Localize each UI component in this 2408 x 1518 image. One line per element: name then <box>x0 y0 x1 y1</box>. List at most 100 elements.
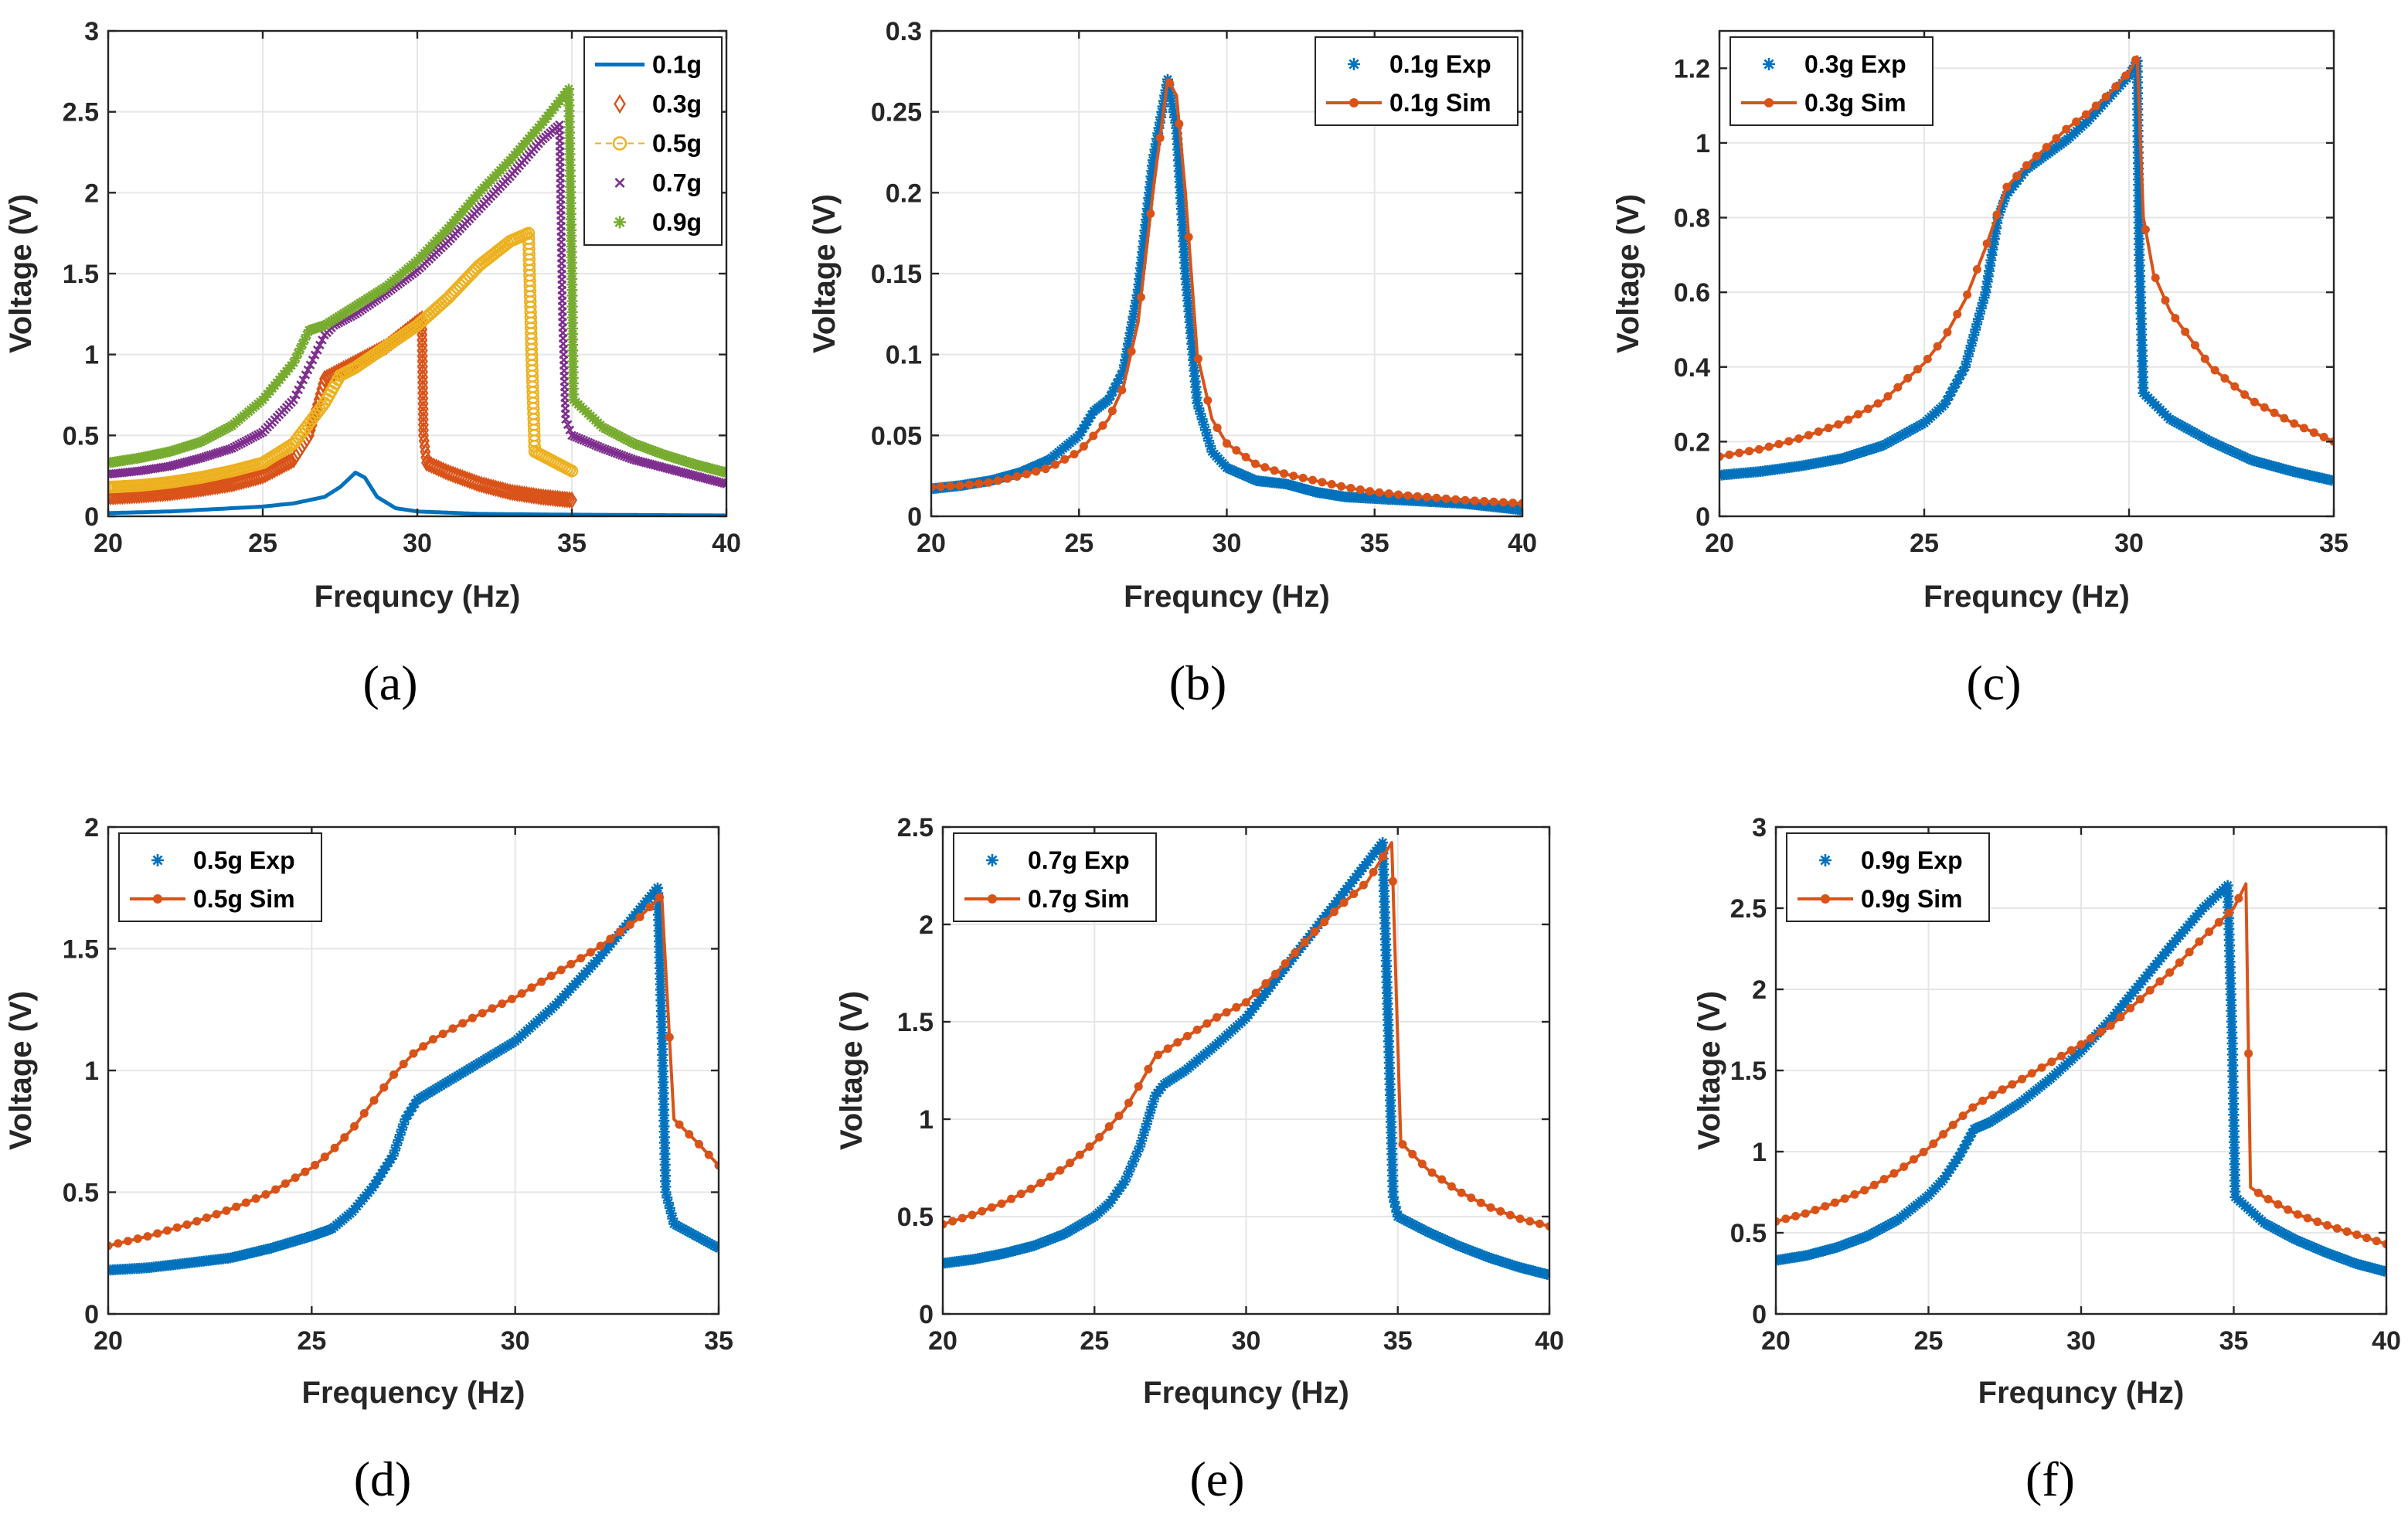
data-point <box>556 965 566 975</box>
data-point <box>126 486 138 505</box>
data-point <box>290 352 301 364</box>
data-point <box>2047 1057 2056 1067</box>
data-point <box>565 219 576 230</box>
data-point <box>1103 394 1114 406</box>
data-point <box>563 121 575 133</box>
data-point <box>391 1139 403 1151</box>
data-point <box>1791 1212 1800 1221</box>
data-point <box>2008 1080 2017 1089</box>
data-point <box>110 488 121 505</box>
data-point <box>1966 1127 1978 1138</box>
x-axis-label: Frequncy (Hz) <box>1978 1376 2185 1410</box>
x-tick-label: 30 <box>501 1326 530 1356</box>
data-point <box>2226 1005 2237 1016</box>
data-point <box>665 1207 677 1219</box>
data-point <box>2210 366 2219 375</box>
data-point <box>1050 460 1059 469</box>
data-point <box>410 1098 421 1109</box>
legend-label: 0.9g Sim <box>1861 885 1963 913</box>
data-point <box>658 1132 670 1143</box>
data-point <box>1754 444 1763 454</box>
data-point <box>1337 482 1346 491</box>
data-point <box>2145 985 2155 995</box>
panel-label: (a) <box>362 655 417 710</box>
data-point <box>563 127 575 138</box>
data-point <box>2223 917 2235 929</box>
legend-label: 0.7g Sim <box>1028 885 1130 913</box>
data-point <box>659 1159 671 1170</box>
data-point <box>2223 924 2235 934</box>
data-point <box>658 1093 669 1104</box>
data-point <box>2227 1065 2239 1077</box>
data-point <box>1964 1131 1976 1142</box>
x-tick-label: 30 <box>403 529 432 558</box>
y-tick-label: 0.6 <box>1674 278 1710 308</box>
data-point <box>379 1083 389 1092</box>
data-point <box>2165 968 2175 977</box>
data-point <box>121 487 133 505</box>
data-point <box>2223 890 2234 902</box>
data-point <box>298 375 308 385</box>
y-tick-label: 1 <box>919 1105 934 1135</box>
data-point <box>1432 493 1441 502</box>
data-point <box>2161 296 2170 305</box>
data-point <box>2244 1049 2253 1058</box>
data-point <box>2270 408 2279 417</box>
legend-item-0-9g-sim: 0.9g Sim <box>1797 885 1963 913</box>
data-point <box>2224 967 2236 979</box>
series-0-7g <box>108 120 726 488</box>
data-point <box>2224 956 2236 968</box>
data-point <box>1213 1013 1222 1022</box>
data-point <box>2200 354 2209 363</box>
data-point <box>1719 452 1724 461</box>
data-point <box>1437 1175 1447 1184</box>
data-point <box>566 290 578 301</box>
data-point <box>1366 487 1375 496</box>
data-point <box>1107 407 1117 416</box>
data-point <box>1967 335 1978 346</box>
data-point <box>2171 314 2180 323</box>
data-point <box>289 395 298 405</box>
data-point <box>658 1087 669 1099</box>
data-point <box>658 1077 669 1088</box>
x-tick-label: 35 <box>1383 1326 1413 1356</box>
y-tick-label: 2.5 <box>1730 894 1767 924</box>
y-tick-label: 0.1 <box>886 341 922 370</box>
data-point <box>1982 239 1991 248</box>
data-point <box>1193 403 1205 414</box>
data-point <box>566 306 578 318</box>
data-point <box>1824 424 1833 433</box>
data-point <box>2091 101 2100 111</box>
data-point <box>1144 1064 1153 1074</box>
data-point <box>563 89 575 100</box>
data-point <box>565 186 576 198</box>
legend: 0.1g Exp 0.1g Sim <box>1315 36 1519 126</box>
data-point <box>2229 1136 2240 1148</box>
data-point <box>1958 1111 1968 1121</box>
data-point <box>2223 929 2235 941</box>
data-point <box>566 491 578 509</box>
data-point <box>162 1226 172 1235</box>
legend-label: 0.9g Exp <box>1861 846 1963 874</box>
data-point <box>1391 1206 1403 1217</box>
data-point <box>2175 958 2184 967</box>
data-point <box>563 105 575 117</box>
y-tick-label: 1.5 <box>63 260 99 289</box>
data-point <box>596 941 605 951</box>
y-axis-label: Voltage (V) <box>1692 991 1726 1150</box>
data-point <box>1977 297 1988 308</box>
data-point <box>507 995 516 1004</box>
data-point <box>2240 390 2250 400</box>
data-point <box>1508 499 1518 508</box>
data-point <box>659 1148 671 1159</box>
data-point <box>619 451 629 461</box>
data-point <box>566 246 577 257</box>
data-point <box>2002 182 2012 192</box>
data-point <box>1318 478 1327 487</box>
data-point <box>2382 1240 2386 1249</box>
data-point <box>2226 1021 2238 1033</box>
legend-marker <box>614 94 626 114</box>
data-point <box>2226 1026 2238 1038</box>
data-point <box>296 380 306 390</box>
data-point <box>2260 403 2269 412</box>
